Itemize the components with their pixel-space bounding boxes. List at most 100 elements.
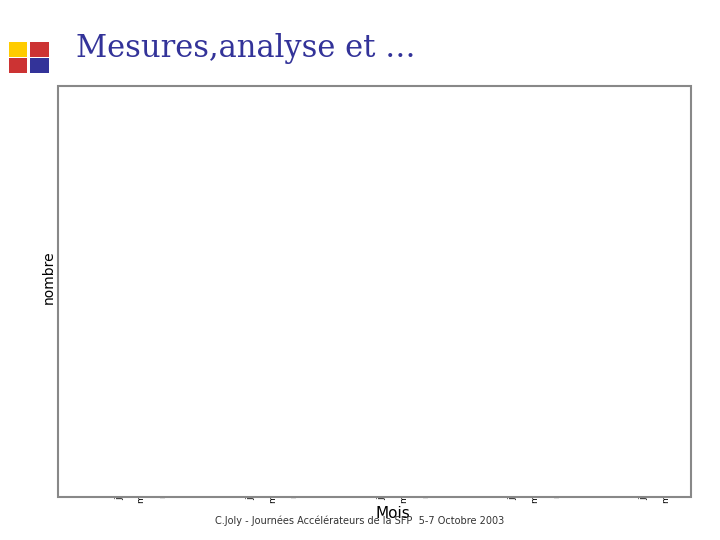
Bar: [486, 220, 495, 456]
Y-axis label: nombre
d’action: nombre d’action: [42, 249, 73, 305]
Bar: [508, 181, 517, 193]
Bar: [574, 188, 582, 456]
Bar: [148, 425, 156, 456]
Bar: [355, 260, 364, 276]
Bar: [355, 286, 364, 300]
Bar: [420, 243, 430, 258]
Bar: [224, 367, 233, 373]
Bar: [268, 336, 276, 344]
Bar: [388, 254, 397, 264]
Bar: [300, 322, 310, 333]
Text: Plan: Plan: [300, 282, 328, 293]
Bar: [606, 184, 616, 456]
Bar: [498, 187, 506, 199]
Bar: [585, 170, 593, 186]
Bar: [169, 406, 179, 411]
Circle shape: [515, 265, 585, 310]
Bar: [268, 344, 276, 353]
Bar: [333, 301, 342, 313]
Bar: [585, 138, 593, 157]
Bar: [344, 266, 354, 283]
Bar: [606, 154, 616, 168]
Bar: [114, 441, 124, 444]
Bar: [454, 194, 462, 212]
Bar: [202, 386, 211, 393]
Bar: [246, 359, 255, 368]
Bar: [114, 444, 124, 445]
Bar: [617, 134, 626, 153]
Bar: [158, 412, 168, 417]
Bar: [541, 198, 550, 456]
Bar: [530, 174, 539, 186]
Bar: [629, 181, 637, 456]
Bar: [420, 258, 430, 456]
Text: Act: Act: [420, 356, 443, 369]
Bar: [498, 214, 506, 456]
Bar: [355, 300, 364, 456]
Bar: [257, 361, 266, 456]
Bar: [420, 232, 430, 243]
Bar: [323, 284, 331, 300]
Bar: [158, 417, 168, 456]
Bar: [257, 345, 266, 351]
Bar: [498, 199, 506, 214]
Bar: [574, 159, 582, 173]
Bar: [268, 323, 276, 336]
Bar: [192, 379, 200, 388]
Bar: [661, 148, 670, 162]
Text: Do: Do: [439, 206, 458, 219]
Bar: [366, 269, 375, 279]
Bar: [552, 194, 561, 456]
Bar: [661, 162, 670, 178]
Bar: [246, 368, 255, 456]
Bar: [279, 336, 287, 347]
Circle shape: [405, 346, 459, 380]
Bar: [323, 320, 331, 456]
Bar: [169, 411, 179, 456]
Bar: [169, 402, 179, 406]
Bar: [661, 178, 670, 456]
Bar: [377, 285, 386, 456]
Bar: [629, 152, 637, 165]
Bar: [431, 252, 441, 456]
Bar: [323, 300, 331, 308]
Bar: [639, 151, 648, 164]
Bar: [312, 326, 320, 456]
Bar: [563, 162, 572, 175]
Bar: [639, 164, 648, 180]
Bar: [541, 170, 550, 182]
Bar: [541, 151, 550, 170]
Bar: [148, 412, 156, 419]
Bar: [224, 356, 233, 367]
Bar: [312, 290, 320, 306]
Bar: [486, 205, 495, 220]
Bar: [366, 253, 375, 269]
Bar: [443, 245, 451, 456]
Bar: [464, 205, 473, 217]
Bar: [388, 264, 397, 278]
Bar: [574, 173, 582, 188]
Bar: [639, 132, 648, 151]
Bar: [289, 322, 299, 329]
Bar: [333, 313, 342, 456]
Bar: [202, 393, 211, 456]
Bar: [519, 158, 528, 178]
Bar: [323, 308, 331, 320]
Bar: [475, 211, 485, 226]
Bar: [202, 372, 211, 381]
Bar: [192, 399, 200, 456]
Bar: [388, 237, 397, 254]
Bar: [410, 251, 419, 265]
Bar: [410, 265, 419, 456]
Bar: [420, 214, 430, 232]
Bar: [650, 163, 659, 179]
Bar: [464, 187, 473, 205]
Bar: [454, 212, 462, 223]
Bar: [158, 401, 168, 408]
Bar: [629, 133, 637, 152]
Bar: [289, 340, 299, 456]
Bar: [213, 380, 222, 387]
Bar: [606, 136, 616, 154]
Bar: [661, 130, 670, 148]
Bar: [498, 168, 506, 187]
